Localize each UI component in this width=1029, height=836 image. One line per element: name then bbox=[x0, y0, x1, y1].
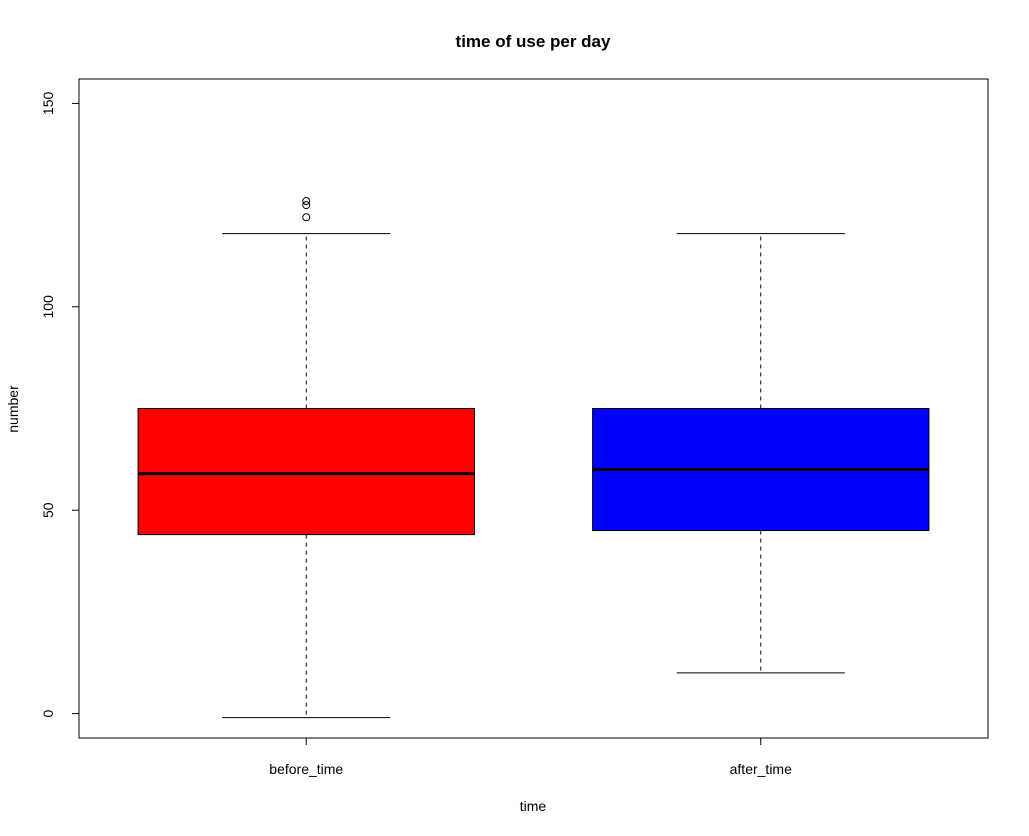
y-tick-label: 150 bbox=[40, 92, 56, 116]
x-axis: before_time after_time bbox=[269, 737, 792, 777]
y-tick-label: 50 bbox=[40, 502, 56, 518]
y-tick-label: 100 bbox=[40, 295, 56, 319]
outlier-point bbox=[302, 213, 311, 222]
x-tick-label: before_time bbox=[269, 761, 343, 777]
y-tick-label: 0 bbox=[40, 709, 56, 717]
box-after_time bbox=[592, 233, 930, 674]
x-axis-label: time bbox=[520, 798, 547, 814]
box-before_time bbox=[137, 197, 475, 719]
box-iqr bbox=[137, 408, 475, 536]
outlier-point bbox=[302, 197, 311, 206]
boxes-group bbox=[137, 197, 930, 719]
y-axis: 0 50 100 150 bbox=[40, 92, 80, 717]
x-tick-label: after_time bbox=[730, 761, 792, 777]
chart-title: time of use per day bbox=[456, 32, 611, 51]
outlier-point bbox=[302, 201, 311, 210]
y-axis-label: number bbox=[5, 385, 21, 433]
